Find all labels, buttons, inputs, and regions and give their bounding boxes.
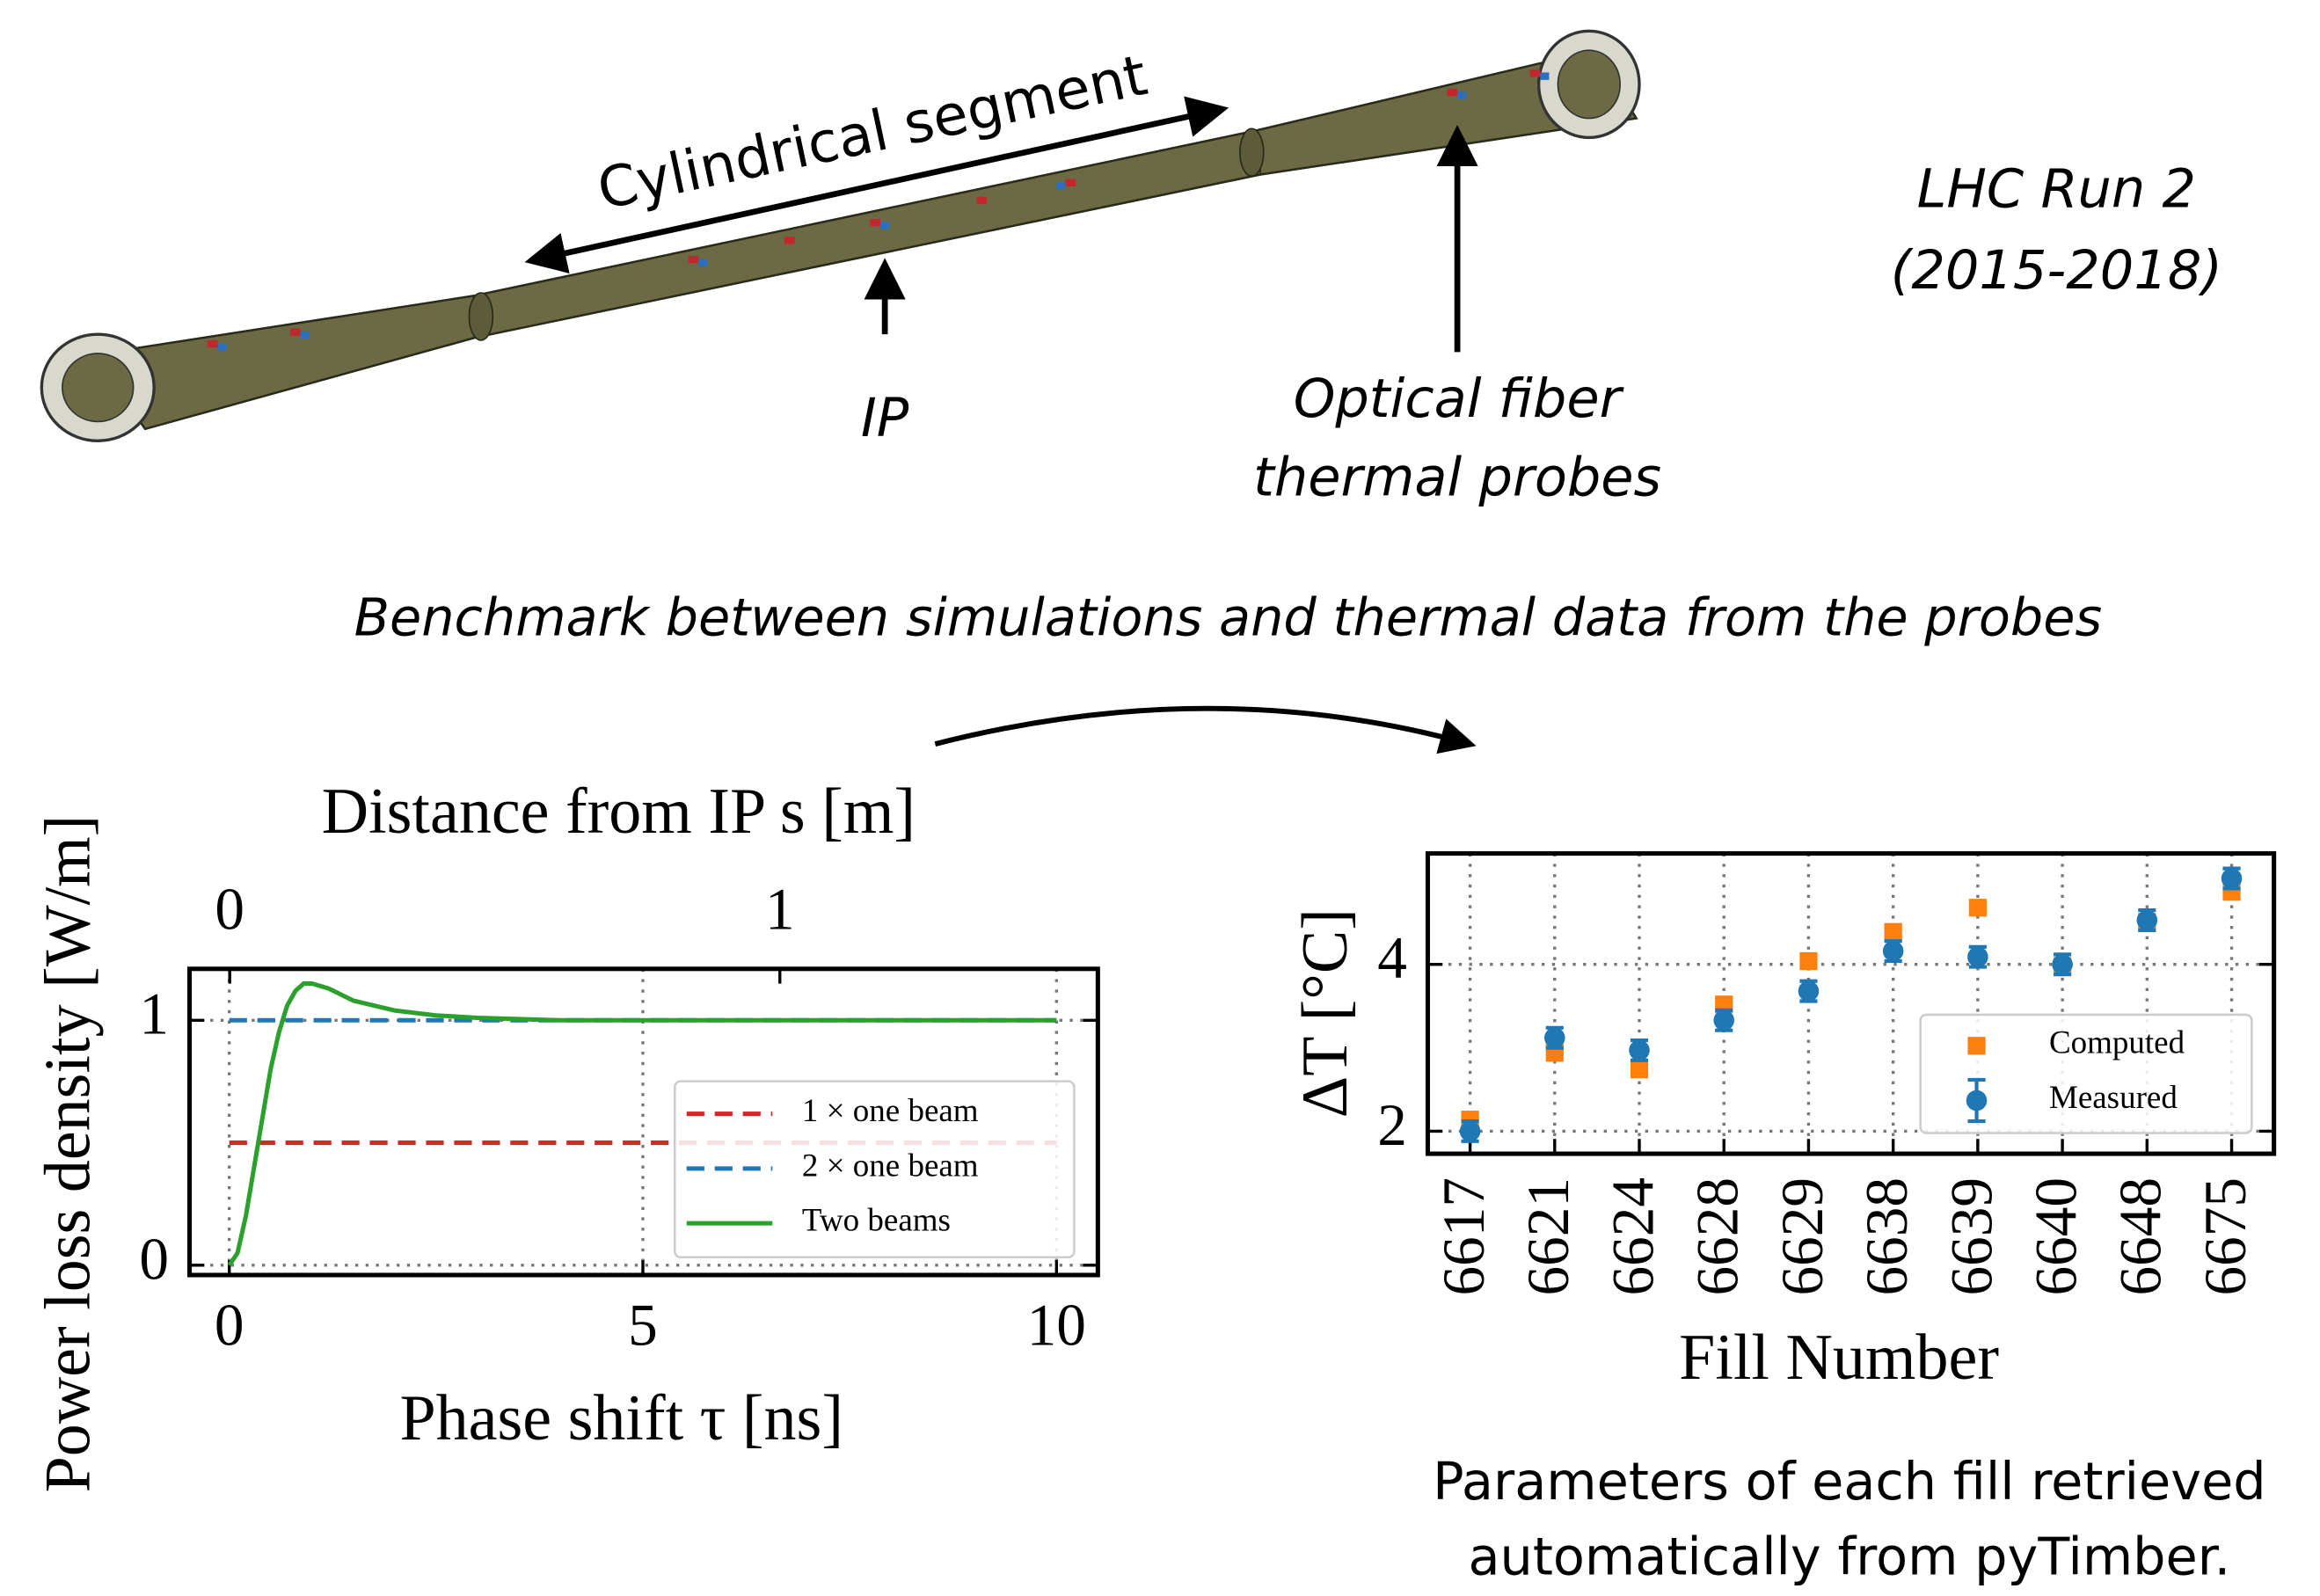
- x-tick-label: 5: [628, 1292, 658, 1358]
- x-tick-label: 0: [215, 1292, 244, 1358]
- marker-circle: [2052, 954, 2073, 975]
- top-axis-label: Distance from IP s [m]: [322, 776, 916, 848]
- parameters-label: Parameters of each fill retrieved: [1433, 1451, 2266, 1512]
- legend-label: Two beams: [802, 1203, 951, 1239]
- legend-swatch: [1966, 1090, 1988, 1111]
- y-axis-label: Power loss density [W/m]: [32, 815, 104, 1493]
- x-tick-label: 6628: [1685, 1177, 1751, 1296]
- legend-label: 1 × one beam: [802, 1093, 979, 1129]
- run-label: LHC Run 2: [1917, 158, 2196, 220]
- marker-square: [1969, 899, 1987, 916]
- y-tick-label: 0: [139, 1226, 169, 1292]
- benchmark-label: Benchmark between simulations and therma…: [354, 587, 2102, 648]
- run-label: (2015-2018): [1891, 240, 2222, 302]
- x-tick-label: 10: [1027, 1292, 1086, 1358]
- probe-label: Optical fiber: [1294, 368, 1625, 430]
- marker-circle: [1460, 1121, 1481, 1142]
- x-tick-label: 6629: [1769, 1177, 1835, 1296]
- marker-circle: [1883, 941, 1904, 962]
- x-tick-label: 6624: [1600, 1177, 1666, 1296]
- x-tick-label: 6639: [1938, 1177, 2004, 1296]
- marker-circle: [2222, 868, 2243, 889]
- marker-circle: [1967, 946, 1988, 967]
- x-axis-label: Phase shift τ [ns]: [399, 1382, 843, 1454]
- x-tick-label: 6640: [2024, 1177, 2090, 1296]
- marker-square: [1631, 1060, 1648, 1078]
- y-tick-label: 4: [1377, 925, 1407, 991]
- x-tick-label: 6675: [2192, 1177, 2258, 1296]
- top-tick-label: 0: [215, 877, 244, 943]
- x-tick-label: 6648: [2108, 1177, 2174, 1296]
- figure: Cylindrical segment IP Optical fiber the…: [0, 0, 2320, 1596]
- legend-label: 2 × one beam: [802, 1148, 979, 1184]
- marker-square: [1799, 952, 1817, 970]
- marker-circle: [1629, 1040, 1650, 1061]
- legend-label: Measured: [2049, 1080, 2178, 1116]
- x-tick-label: 6638: [1854, 1177, 1920, 1296]
- top-tick-label: 1: [765, 877, 795, 943]
- y-tick-label: 2: [1377, 1092, 1407, 1158]
- legend-label: Computed: [2049, 1025, 2185, 1061]
- flow-arrow: [935, 709, 1469, 744]
- y-tick-label: 1: [139, 981, 169, 1047]
- probe-label: thermal probes: [1253, 447, 1661, 508]
- marker-square: [1885, 923, 1902, 941]
- page: {"diagram": { "segment_label": "Cylindri…: [0, 0, 2320, 1596]
- x-axis-label: Fill Number: [1679, 1322, 1999, 1394]
- legend-swatch: [1967, 1037, 1985, 1054]
- marker-circle: [2137, 910, 2158, 931]
- x-tick-label: 6617: [1431, 1177, 1497, 1296]
- marker-circle: [1798, 980, 1820, 1002]
- marker-circle: [1544, 1027, 1565, 1048]
- marker-circle: [1713, 1010, 1734, 1031]
- parameters-label: automatically from pyTimber.: [1468, 1527, 2230, 1587]
- ip-label: IP: [861, 388, 909, 449]
- y-axis-label: ΔT [°C]: [1289, 908, 1361, 1118]
- x-tick-label: 6621: [1515, 1177, 1581, 1296]
